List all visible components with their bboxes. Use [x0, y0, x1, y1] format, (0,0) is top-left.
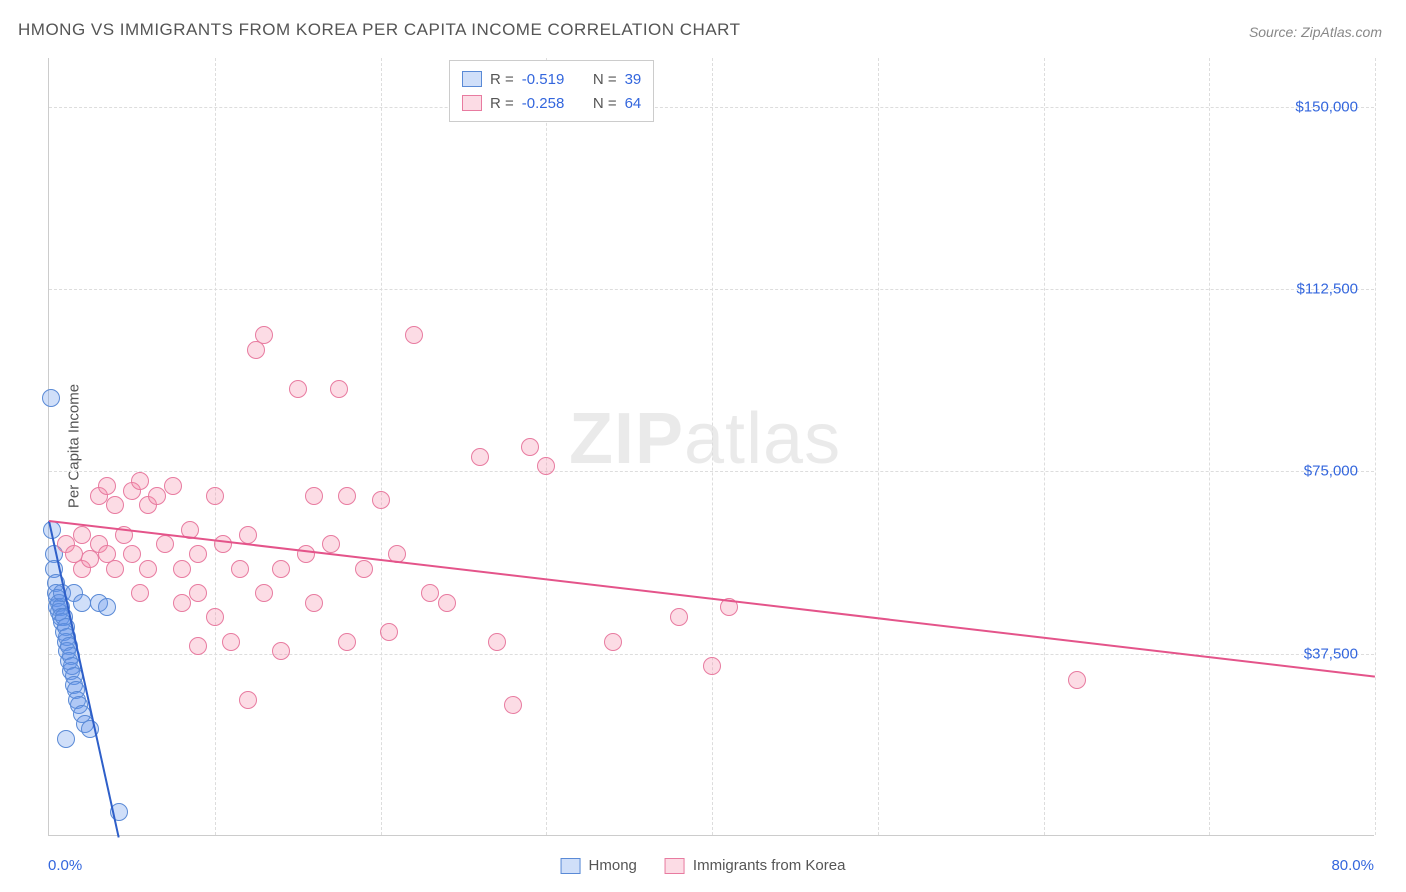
scatter-point — [231, 560, 249, 578]
scatter-point — [380, 623, 398, 641]
watermark-bold: ZIP — [569, 399, 684, 479]
legend-r-value: -0.258 — [522, 95, 565, 112]
scatter-point — [214, 535, 232, 553]
scatter-point — [173, 594, 191, 612]
scatter-point — [106, 560, 124, 578]
scatter-point — [189, 545, 207, 563]
scatter-point — [131, 584, 149, 602]
gridline-vertical — [546, 58, 547, 835]
scatter-point — [297, 545, 315, 563]
scatter-point — [471, 448, 489, 466]
legend-n-value: 64 — [625, 95, 642, 112]
x-axis-min-label: 0.0% — [48, 857, 82, 874]
bottom-legend-label: Hmong — [589, 857, 637, 874]
x-axis-max-label: 80.0% — [1331, 857, 1374, 874]
legend-swatch — [462, 95, 482, 111]
bottom-legend: Hmong Immigrants from Korea — [561, 857, 846, 874]
plot-area: ZIPatlas $37,500 $75,000 $112,500 $150,000 R… — [48, 58, 1374, 836]
scatter-point — [173, 560, 191, 578]
scatter-point — [206, 608, 224, 626]
gridline-vertical — [1375, 58, 1376, 835]
scatter-point — [156, 535, 174, 553]
scatter-point — [222, 633, 240, 651]
scatter-point — [73, 526, 91, 544]
scatter-point — [73, 594, 91, 612]
scatter-point — [305, 594, 323, 612]
legend-r-label: R = — [490, 71, 514, 88]
scatter-point — [98, 477, 116, 495]
legend-swatch — [665, 858, 685, 874]
scatter-point — [289, 380, 307, 398]
gridline-vertical — [712, 58, 713, 835]
scatter-point — [1068, 671, 1086, 689]
scatter-point — [355, 560, 373, 578]
scatter-point — [106, 496, 124, 514]
scatter-point — [189, 584, 207, 602]
gridline-vertical — [878, 58, 879, 835]
scatter-point — [372, 491, 390, 509]
scatter-point — [272, 560, 290, 578]
scatter-point — [164, 477, 182, 495]
watermark-rest: atlas — [684, 399, 841, 479]
scatter-point — [123, 545, 141, 563]
source-attribution: Source: ZipAtlas.com — [1249, 24, 1382, 40]
scatter-point — [98, 598, 116, 616]
scatter-point — [604, 633, 622, 651]
scatter-point — [330, 380, 348, 398]
scatter-point — [537, 457, 555, 475]
legend-r-value: -0.519 — [522, 71, 565, 88]
scatter-point — [322, 535, 340, 553]
scatter-point — [139, 560, 157, 578]
scatter-point — [42, 389, 60, 407]
y-tick-label: $37,500 — [1304, 645, 1358, 662]
gridline-vertical — [1209, 58, 1210, 835]
gridline-vertical — [381, 58, 382, 835]
legend-row: R = -0.519 N = 39 — [462, 67, 641, 91]
correlation-legend: R = -0.519 N = 39R = -0.258 N = 64 — [449, 60, 654, 122]
scatter-point — [338, 487, 356, 505]
gridline-vertical — [1044, 58, 1045, 835]
chart-title: HMONG VS IMMIGRANTS FROM KOREA PER CAPIT… — [18, 20, 741, 40]
scatter-point — [421, 584, 439, 602]
bottom-legend-item: Immigrants from Korea — [665, 857, 846, 874]
scatter-point — [504, 696, 522, 714]
scatter-point — [148, 487, 166, 505]
scatter-point — [521, 438, 539, 456]
bottom-legend-label: Immigrants from Korea — [693, 857, 846, 874]
scatter-point — [239, 526, 257, 544]
legend-n-label: N = — [593, 71, 617, 88]
legend-swatch — [462, 71, 482, 87]
y-tick-label: $150,000 — [1295, 98, 1358, 115]
scatter-point — [131, 472, 149, 490]
scatter-point — [305, 487, 323, 505]
scatter-point — [57, 730, 75, 748]
y-tick-label: $112,500 — [1297, 280, 1358, 297]
legend-r-label: R = — [490, 95, 514, 112]
bottom-legend-item: Hmong — [561, 857, 637, 874]
legend-swatch — [561, 858, 581, 874]
scatter-point — [255, 326, 273, 344]
scatter-point — [272, 642, 290, 660]
scatter-point — [405, 326, 423, 344]
legend-row: R = -0.258 N = 64 — [462, 91, 641, 115]
scatter-point — [438, 594, 456, 612]
scatter-point — [670, 608, 688, 626]
legend-n-label: N = — [593, 95, 617, 112]
scatter-point — [338, 633, 356, 651]
scatter-point — [206, 487, 224, 505]
y-tick-label: $75,000 — [1304, 463, 1358, 480]
watermark: ZIPatlas — [569, 398, 841, 480]
legend-n-value: 39 — [625, 71, 642, 88]
gridline-vertical — [215, 58, 216, 835]
scatter-point — [488, 633, 506, 651]
scatter-point — [189, 637, 207, 655]
scatter-point — [255, 584, 273, 602]
scatter-point — [703, 657, 721, 675]
scatter-point — [239, 691, 257, 709]
